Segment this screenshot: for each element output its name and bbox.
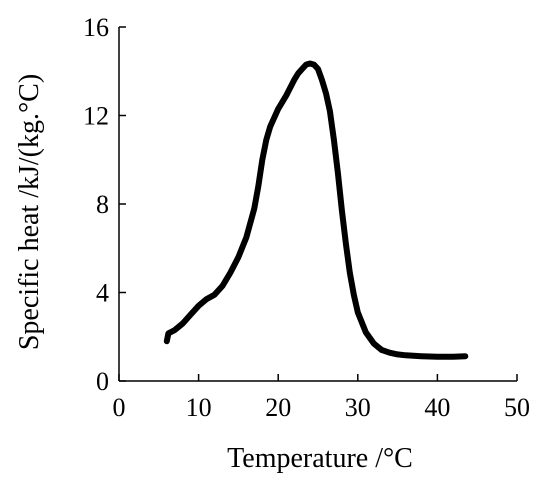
y-tick-label: 4 <box>96 279 109 308</box>
x-tick-label: 50 <box>504 393 530 422</box>
x-tick-label: 40 <box>424 393 450 422</box>
y-tick-label: 12 <box>83 102 109 131</box>
y-tick-label: 16 <box>83 13 109 42</box>
y-tick-label: 8 <box>96 190 109 219</box>
x-tick-label: 30 <box>345 393 371 422</box>
y-tick-label: 0 <box>96 367 109 396</box>
series-line <box>163 60 469 360</box>
x-tick-label: 20 <box>265 393 291 422</box>
plot-area: 0 4 8 12 16 0 10 20 30 40 50 <box>83 13 530 422</box>
y-axis-title: Specific heat /kJ/(kg.°C) <box>14 74 45 350</box>
x-tick-label: 10 <box>186 393 212 422</box>
x-tick-label: 0 <box>113 393 126 422</box>
x-axis-title: Temperature /°C <box>227 443 413 474</box>
